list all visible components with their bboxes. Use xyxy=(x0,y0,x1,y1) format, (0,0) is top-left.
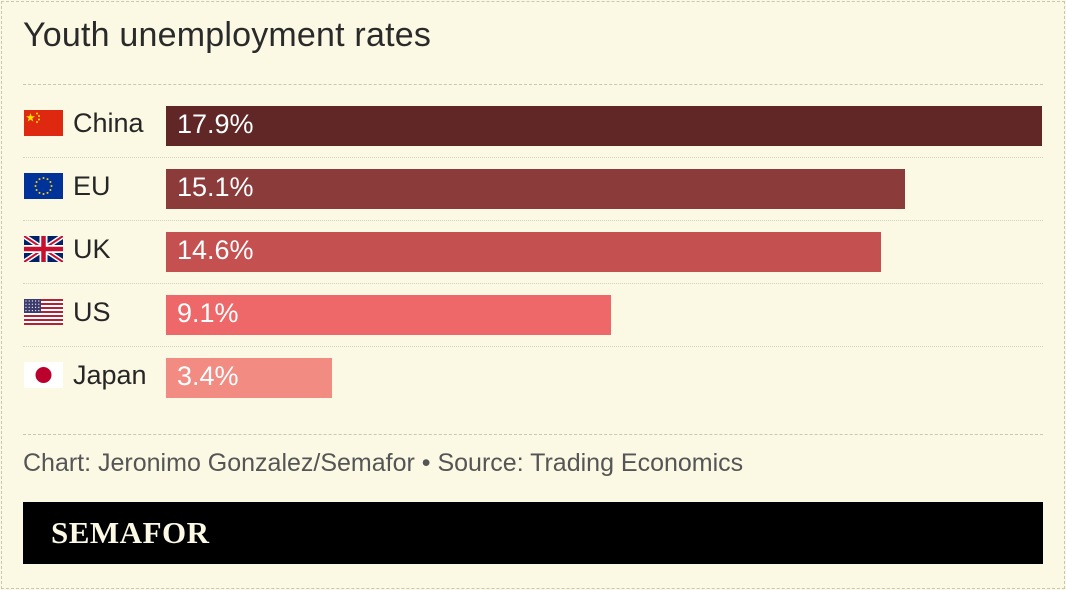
bar-row: EU 15.1% xyxy=(23,158,1043,221)
bar-row: Japan 3.4% xyxy=(23,347,1043,409)
category-label: China xyxy=(73,108,144,138)
china-flag-icon xyxy=(24,110,63,136)
top-divider xyxy=(23,84,1043,85)
bar-row: China 17.9% xyxy=(23,95,1043,158)
data-label: 9.1% xyxy=(177,298,239,328)
bar-row: UK 14.6% xyxy=(23,221,1043,284)
source-note: Chart: Jeronimo Gonzalez/Semafor • Sourc… xyxy=(23,449,744,477)
brand-bar: SEMAFOR xyxy=(23,502,1043,564)
eu-flag-icon xyxy=(24,173,63,199)
japan-flag-icon xyxy=(24,362,63,388)
data-label: 14.6% xyxy=(177,235,254,265)
uk-flag-icon xyxy=(24,236,63,262)
us-flag-icon xyxy=(24,299,63,325)
bar-row: US 9.1% xyxy=(23,284,1043,347)
data-label: 17.9% xyxy=(177,109,254,139)
brand-logo: SEMAFOR xyxy=(51,515,210,550)
bar xyxy=(166,169,905,209)
chart-title: Youth unemployment rates xyxy=(23,16,432,54)
category-label: EU xyxy=(73,171,111,201)
category-label: UK xyxy=(73,234,111,264)
data-label: 15.1% xyxy=(177,172,254,202)
bottom-divider xyxy=(23,434,1043,435)
bar xyxy=(166,232,881,272)
category-label: Japan xyxy=(73,360,147,390)
bar xyxy=(166,106,1042,146)
bar-rows: China 17.9% EU 15.1% UK 14.6% US 9.1% Japan 3.4% xyxy=(23,95,1043,409)
bar xyxy=(166,358,332,398)
data-label: 3.4% xyxy=(177,361,239,391)
bar xyxy=(166,295,611,335)
category-label: US xyxy=(73,297,111,327)
